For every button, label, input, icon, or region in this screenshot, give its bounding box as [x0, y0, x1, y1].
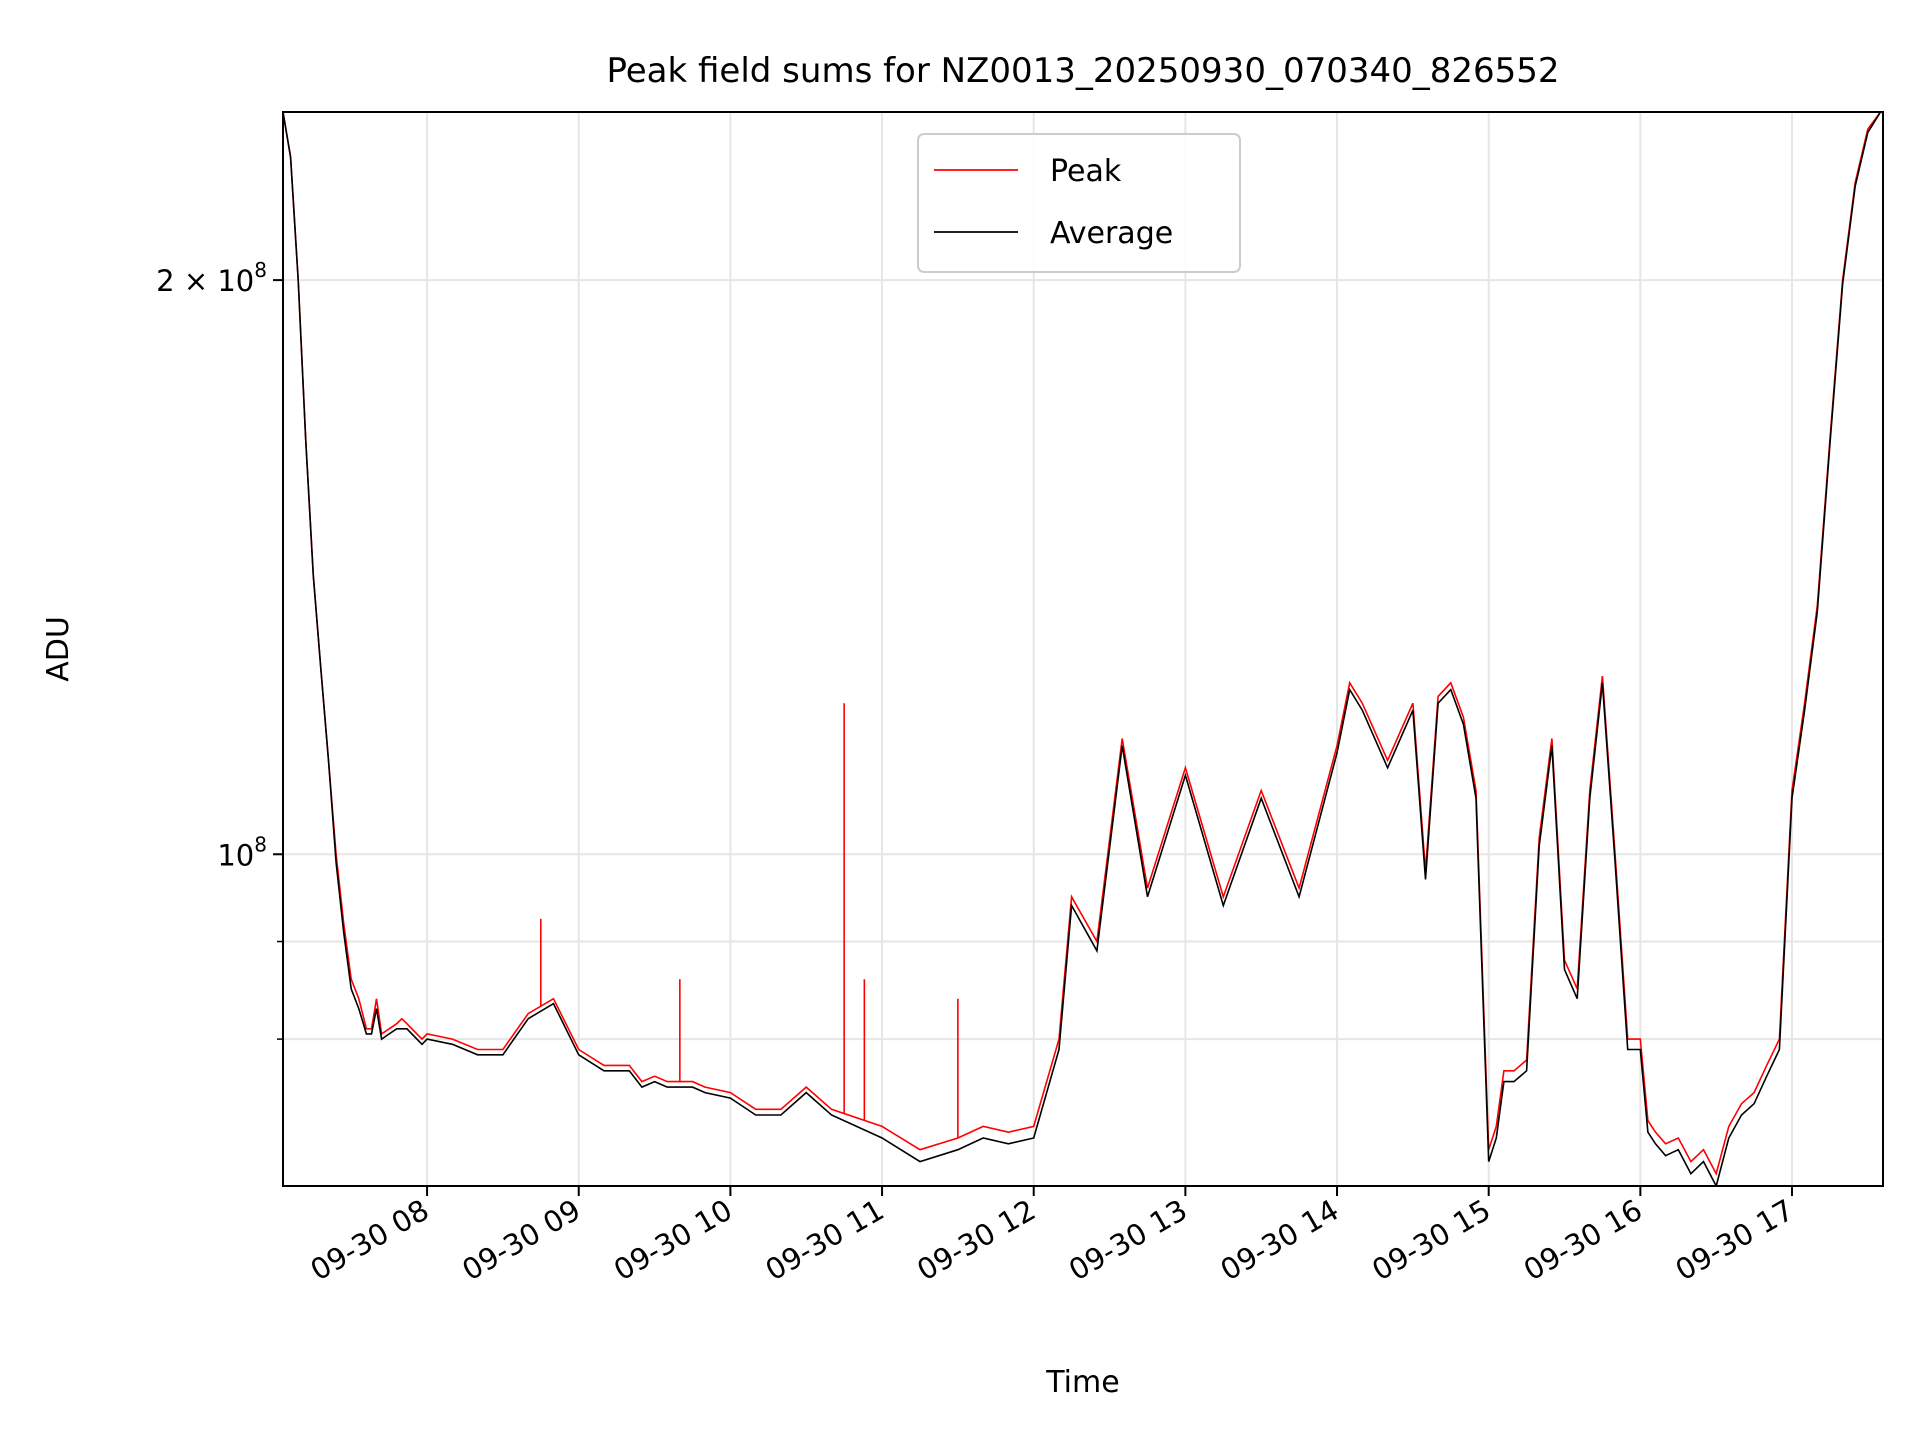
legend: Peak Average: [917, 133, 1241, 273]
x-tick-label: 09-30 08: [305, 1193, 435, 1288]
y-tick-label: 108: [217, 832, 267, 872]
x-tick-label: 09-30 10: [608, 1193, 738, 1288]
x-tick-label: 09-30 09: [456, 1193, 586, 1288]
x-tick-label: 09-30 16: [1518, 1193, 1648, 1288]
x-tick-label: 09-30 13: [1063, 1193, 1193, 1288]
y-tick-label-exponent: 8: [254, 832, 267, 856]
series-layer: [283, 112, 1882, 1186]
x-tick-label: 09-30 12: [911, 1193, 1041, 1288]
legend-label-average: Average: [1050, 216, 1173, 251]
plot-frame: [282, 111, 1884, 1187]
plot-area: [283, 112, 1883, 1186]
y-axis-label: ADU: [41, 616, 76, 682]
series-line-peak: [283, 112, 1882, 1176]
x-tick-label: 09-30 17: [1670, 1193, 1800, 1288]
x-tick-label: 09-30 15: [1366, 1193, 1496, 1288]
x-tick-label: 09-30 11: [760, 1193, 890, 1288]
chart-title: Peak field sums for NZ0013_20250930_0703…: [606, 51, 1559, 91]
y-tick-label-base: 2 × 10: [156, 264, 254, 298]
y-tick-label: 2 × 108: [156, 258, 267, 298]
y-tick-label-base: 10: [217, 838, 254, 872]
legend-label-peak: Peak: [1050, 154, 1122, 189]
legend-box: [917, 133, 1241, 273]
y-tick-label-exponent: 8: [254, 258, 267, 282]
x-axis-label: Time: [1045, 1365, 1119, 1400]
x-axis: 09-30 08 09-30 09 09-30 10 09-30 11 09-30 12…: [305, 1186, 1800, 1287]
grid: [283, 112, 1883, 1186]
series-line-average: [283, 112, 1882, 1186]
x-tick-label: 09-30 14: [1215, 1193, 1345, 1288]
